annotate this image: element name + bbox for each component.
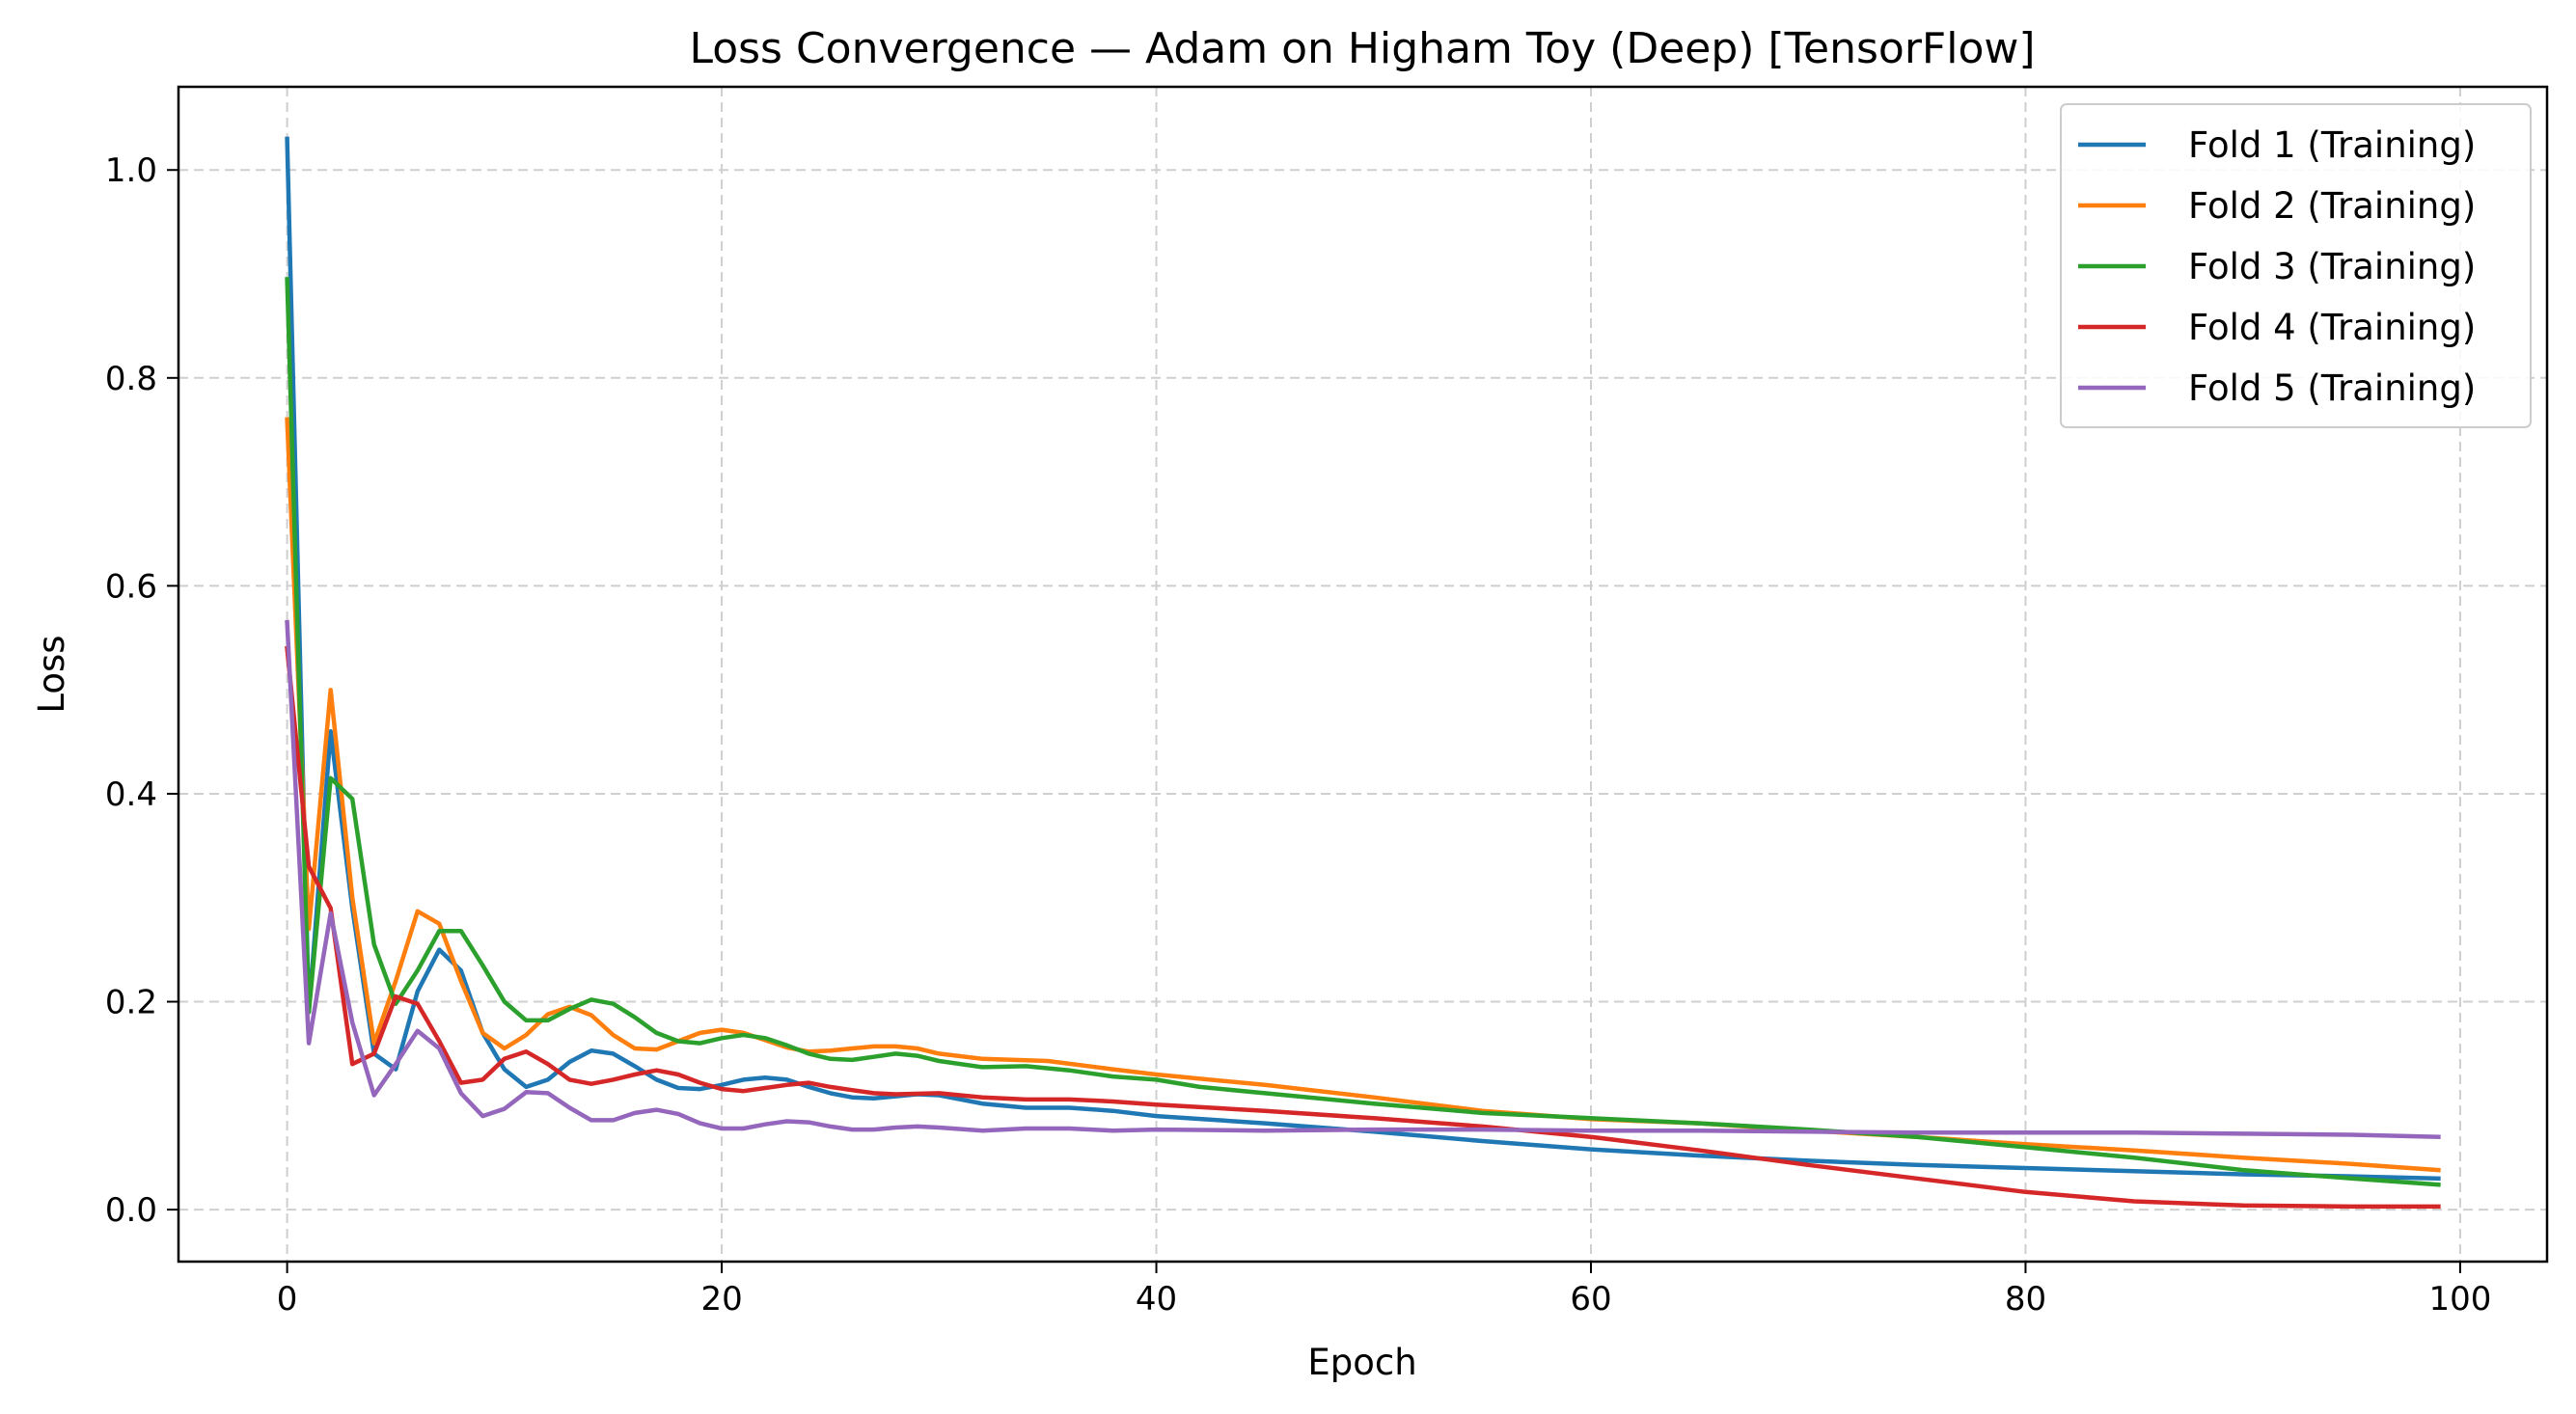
x-tick-label: 60 [1570, 1280, 1611, 1319]
series-line-fold-5 [285, 619, 2441, 1140]
y-axis: 0.0 0.2 0.4 0.6 0.8 1.0 [105, 151, 178, 1230]
legend: Fold 1 (Training) Fold 2 (Training) Fold 3… [2060, 103, 2532, 428]
legend-frame [2060, 103, 2532, 428]
x-axis-label: Epoch [1307, 1342, 1416, 1383]
x-tick-label: 40 [1136, 1280, 1177, 1319]
legend-label-fold-4: Fold 4 (Training) [2188, 307, 2476, 348]
y-tick-label: 0.8 [105, 360, 157, 398]
legend-label-fold-5: Fold 5 (Training) [2188, 367, 2476, 409]
series-line-fold-4 [285, 645, 2441, 1210]
legend-label-fold-2: Fold 2 (Training) [2188, 185, 2476, 227]
y-tick-label: 1.0 [105, 151, 157, 190]
legend-label-fold-3: Fold 3 (Training) [2188, 246, 2476, 287]
x-tick-label: 80 [2005, 1280, 2046, 1319]
y-axis-label: Loss [31, 635, 72, 713]
x-tick-label: 100 [2428, 1280, 2491, 1319]
x-tick-label: 20 [700, 1280, 742, 1319]
y-tick-label: 0.2 [105, 984, 157, 1022]
grid [178, 87, 2547, 1262]
x-tick-label: 0 [277, 1280, 298, 1319]
x-axis: 0 20 40 60 80 100 [277, 1262, 2491, 1319]
series-layer [285, 136, 2441, 1210]
y-tick-label: 0.4 [105, 775, 157, 814]
chart-title: Loss Convergence — Adam on Higham Toy (D… [689, 24, 2035, 73]
legend-label-fold-1: Fold 1 (Training) [2188, 124, 2476, 166]
plot-frame [177, 85, 2549, 1264]
y-tick-label: 0.0 [105, 1191, 157, 1230]
y-tick-label: 0.6 [105, 567, 157, 606]
series-line-fold-3 [285, 277, 2441, 1187]
